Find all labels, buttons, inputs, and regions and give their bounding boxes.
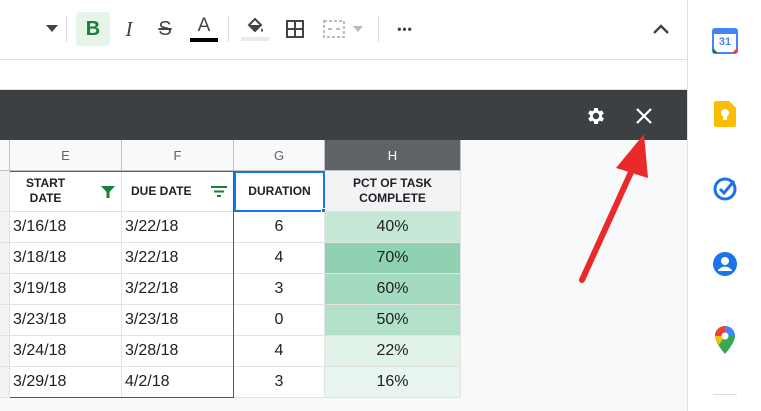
- collapse-toolbar-button[interactable]: [646, 12, 676, 46]
- duration-cell[interactable]: 4: [234, 336, 325, 367]
- column-header-e[interactable]: E: [10, 140, 122, 171]
- column-header-g[interactable]: G: [234, 140, 325, 171]
- pct-complete-header[interactable]: PCT OF TASK COMPLETE: [325, 171, 461, 212]
- text-color-swatch: [190, 37, 218, 42]
- tasks-icon[interactable]: [712, 176, 738, 202]
- annotation-arrow: [579, 134, 648, 283]
- duration-cell[interactable]: 4: [234, 243, 325, 274]
- column-header-f[interactable]: F: [122, 140, 234, 171]
- borders-button[interactable]: [278, 12, 312, 46]
- column-header-h[interactable]: H: [325, 140, 461, 171]
- filter-icon[interactable]: [101, 186, 115, 198]
- row-header[interactable]: [0, 305, 10, 336]
- toolbar-divider: [378, 16, 379, 42]
- settings-button[interactable]: [582, 102, 610, 130]
- duration-header[interactable]: DURATION: [234, 171, 328, 215]
- row-header[interactable]: [0, 274, 10, 305]
- due-date-cell[interactable]: 3/28/18: [122, 336, 234, 367]
- gear-icon: [588, 108, 604, 124]
- bold-button[interactable]: B: [76, 12, 110, 46]
- start-date-cell[interactable]: 3/29/18: [10, 367, 122, 398]
- keep-icon[interactable]: [712, 101, 738, 127]
- close-filter-button[interactable]: [630, 102, 658, 130]
- due-date-cell[interactable]: 3/22/18: [122, 243, 234, 274]
- pct-complete-cell[interactable]: 50%: [325, 305, 461, 336]
- start-date-cell[interactable]: 3/23/18: [10, 305, 122, 336]
- toolbar-divider: [228, 16, 229, 42]
- row-header[interactable]: [0, 243, 10, 274]
- row-header[interactable]: [0, 367, 10, 398]
- row-header[interactable]: [0, 171, 10, 212]
- merge-cells-icon: [323, 20, 345, 38]
- start-date-cell[interactable]: 3/19/18: [10, 274, 122, 305]
- strikethrough-icon: S: [158, 17, 172, 40]
- calendar-icon[interactable]: 31: [712, 28, 738, 54]
- duration-cell[interactable]: 3: [234, 367, 325, 398]
- borders-icon: [286, 20, 304, 38]
- formula-bar[interactable]: [0, 60, 687, 90]
- italic-button[interactable]: I: [112, 12, 146, 46]
- pct-complete-cell[interactable]: 60%: [325, 274, 461, 305]
- due-date-cell[interactable]: 3/23/18: [122, 305, 234, 336]
- text-color-button[interactable]: A: [186, 12, 222, 46]
- start-date-cell[interactable]: 3/18/18: [10, 243, 122, 274]
- due-date-cell[interactable]: 3/22/18: [122, 212, 234, 243]
- row-header[interactable]: [0, 336, 10, 367]
- duration-header-label: DURATION: [248, 184, 311, 198]
- calendar-day: 31: [718, 36, 732, 48]
- formatting-toolbar: B I S A •••: [0, 0, 687, 60]
- due-date-cell[interactable]: 3/22/18: [122, 274, 234, 305]
- fill-color-icon: [247, 17, 263, 33]
- start-date-cell[interactable]: 3/24/18: [10, 336, 122, 367]
- column-header-partial[interactable]: [0, 140, 10, 171]
- pct-complete-cell[interactable]: 16%: [325, 367, 461, 398]
- chevron-up-icon: [653, 24, 669, 34]
- merge-cells-button[interactable]: [316, 12, 370, 46]
- filter-view-bar: [0, 90, 687, 140]
- fill-color-swatch: [241, 37, 269, 41]
- contacts-icon[interactable]: [712, 251, 738, 277]
- due-date-header[interactable]: DUE DATE: [122, 171, 234, 212]
- bold-icon: B: [85, 17, 101, 40]
- spreadsheet-grid: E F G H START DATE DUE DATE DURATION PCT…: [0, 140, 687, 411]
- chevron-down-icon[interactable]: [40, 12, 64, 46]
- italic-icon: I: [125, 16, 133, 41]
- start-date-header[interactable]: START DATE: [10, 171, 122, 212]
- duration-cell[interactable]: 0: [234, 305, 325, 336]
- maps-icon[interactable]: [712, 326, 738, 354]
- column-header-row: E F G H: [0, 140, 461, 171]
- sort-filter-icon[interactable]: [211, 186, 227, 197]
- fill-color-button[interactable]: [238, 12, 272, 46]
- strikethrough-button[interactable]: S: [148, 12, 182, 46]
- duration-cell[interactable]: 6: [234, 212, 325, 243]
- pct-complete-header-label: PCT OF TASK COMPLETE: [352, 176, 433, 205]
- row-header[interactable]: [0, 212, 10, 243]
- chevron-down-icon: [353, 26, 363, 32]
- more-options-button[interactable]: •••: [388, 12, 422, 46]
- pct-complete-cell[interactable]: 70%: [325, 243, 461, 274]
- more-icon: •••: [397, 22, 413, 36]
- due-date-header-label: DUE DATE: [131, 183, 192, 198]
- panel-divider: [713, 394, 737, 395]
- duration-cell[interactable]: 3: [234, 274, 325, 305]
- close-icon: [636, 108, 652, 124]
- text-color-icon: A: [197, 14, 211, 36]
- due-date-cell[interactable]: 4/2/18: [122, 367, 234, 398]
- pct-complete-cell[interactable]: 40%: [325, 212, 461, 243]
- side-panel: 31: [687, 0, 761, 411]
- toolbar-divider: [66, 16, 67, 42]
- pct-complete-cell[interactable]: 22%: [325, 336, 461, 367]
- start-date-cell[interactable]: 3/16/18: [10, 212, 122, 243]
- start-date-header-label: START DATE: [26, 176, 66, 205]
